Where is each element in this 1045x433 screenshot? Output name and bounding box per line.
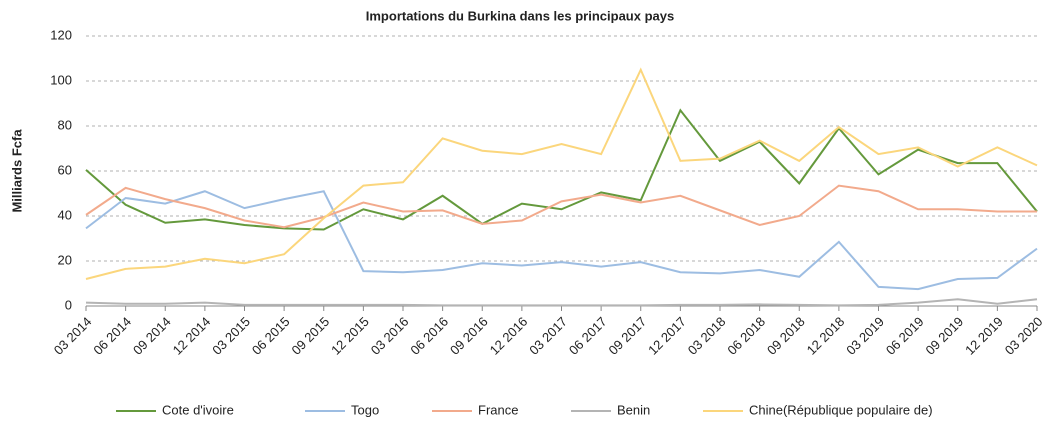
x-tick-label: 06 2017 bbox=[566, 314, 610, 358]
x-tick-label: 03 2014 bbox=[51, 314, 95, 358]
y-tick-label: 80 bbox=[58, 117, 72, 132]
series-line bbox=[85, 190, 1038, 291]
x-tick-label: 03 2018 bbox=[685, 314, 729, 358]
legend-label: Cote d'ivoire bbox=[162, 402, 234, 417]
chart-title: Importations du Burkina dans les princip… bbox=[366, 8, 674, 23]
x-tick-label: 09 2015 bbox=[288, 314, 332, 358]
y-tick-label: 120 bbox=[50, 27, 72, 42]
x-tick-label: 09 2014 bbox=[130, 314, 174, 358]
series-line bbox=[85, 108, 1038, 231]
x-tick-label: 06 2016 bbox=[407, 314, 451, 358]
x-tick-label: 09 2017 bbox=[605, 314, 649, 358]
x-tick-label: 03 2017 bbox=[526, 314, 570, 358]
x-tick-label: 09 2018 bbox=[764, 314, 808, 358]
x-tick-label: 12 2017 bbox=[645, 314, 689, 358]
x-tick-label: 06 2015 bbox=[249, 314, 293, 358]
x-tick-label: 06 2018 bbox=[724, 314, 768, 358]
legend-label: France bbox=[478, 402, 518, 417]
x-tick-label: 06 2019 bbox=[883, 314, 927, 358]
y-tick-label: 40 bbox=[58, 207, 72, 222]
x-tick-label: 12 2015 bbox=[328, 314, 372, 358]
legend-label: Benin bbox=[617, 402, 650, 417]
y-axis-label: Milliards Fcfa bbox=[9, 129, 24, 213]
x-tick-label: 12 2019 bbox=[962, 314, 1006, 358]
y-tick-label: 0 bbox=[65, 297, 72, 312]
series-line bbox=[85, 67, 1038, 280]
x-tick-label: 06 2014 bbox=[90, 314, 134, 358]
legend-label: Chine(République populaire de) bbox=[749, 402, 933, 417]
x-tick-label: 03 2019 bbox=[843, 314, 887, 358]
series-line bbox=[85, 184, 1037, 229]
y-tick-label: 20 bbox=[58, 252, 72, 267]
x-tick-label: 03 2016 bbox=[368, 314, 412, 358]
x-tick-label: 03 2020 bbox=[1002, 314, 1045, 358]
y-tick-label: 100 bbox=[50, 72, 72, 87]
x-tick-label: 09 2019 bbox=[922, 314, 966, 358]
legend-label: Togo bbox=[351, 402, 379, 417]
x-tick-label: 12 2016 bbox=[487, 314, 531, 358]
x-tick-label: 12 2014 bbox=[170, 314, 214, 358]
x-tick-label: 03 2015 bbox=[209, 314, 253, 358]
y-tick-label: 60 bbox=[58, 162, 72, 177]
series-line bbox=[85, 298, 1038, 307]
x-tick-label: 09 2016 bbox=[447, 314, 491, 358]
x-tick-label: 12 2018 bbox=[804, 314, 848, 358]
